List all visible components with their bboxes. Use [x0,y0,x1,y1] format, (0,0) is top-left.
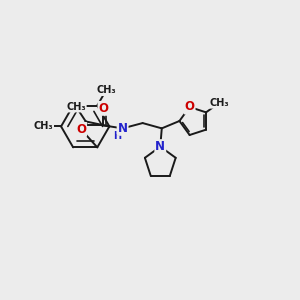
Text: CH₃: CH₃ [66,102,86,112]
Text: CH₃: CH₃ [96,85,116,95]
Text: N: N [118,122,128,135]
Text: O: O [76,123,86,136]
Text: H: H [113,131,122,141]
Text: N: N [155,140,165,153]
Text: O: O [184,100,195,113]
Text: O: O [98,102,109,115]
Text: CH₃: CH₃ [34,122,53,131]
Text: CH₃: CH₃ [209,98,229,108]
